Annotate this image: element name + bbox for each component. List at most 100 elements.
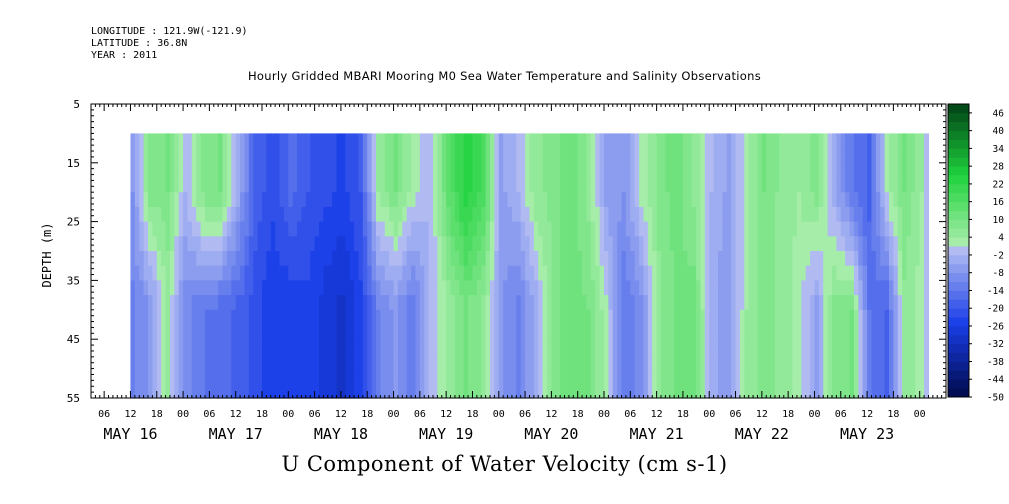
heatmap-cell — [428, 148, 434, 164]
heatmap-cell — [468, 368, 474, 384]
heatmap-cell — [231, 192, 237, 208]
heatmap-cell — [529, 353, 535, 370]
heatmap-cell — [722, 265, 728, 281]
heatmap-cell — [669, 177, 675, 193]
heatmap-cell — [805, 221, 811, 237]
heatmap-cell — [196, 339, 202, 355]
heatmap-cell — [748, 192, 754, 208]
heatmap-cell — [625, 295, 631, 311]
heatmap-cell — [902, 295, 908, 311]
heatmap-cell — [490, 265, 495, 281]
heatmap-cell — [573, 368, 579, 384]
heatmap-cell — [520, 206, 526, 223]
heatmap-cell — [867, 368, 873, 384]
x-day-label: MAY 19 — [419, 425, 473, 443]
heatmap-cell — [625, 206, 631, 223]
heatmap-cell — [209, 309, 215, 326]
heatmap-cell — [766, 280, 772, 296]
heatmap-cell — [604, 221, 609, 237]
heatmap-cell — [134, 368, 140, 384]
heatmap-cell — [731, 192, 737, 208]
heatmap-cell — [362, 221, 368, 237]
heatmap-cell — [257, 280, 263, 296]
heatmap-cell — [156, 368, 162, 384]
heatmap-cell — [450, 265, 456, 281]
heatmap-cell — [248, 353, 254, 370]
heatmap-cell — [796, 309, 802, 326]
heatmap-cell — [218, 265, 224, 281]
heatmap-cell — [893, 206, 899, 223]
heatmap-cell — [704, 236, 710, 252]
colorbar-swatch — [948, 299, 969, 309]
heatmap-cell — [450, 309, 456, 326]
heatmap-cell — [511, 383, 517, 399]
heatmap-cell — [582, 133, 588, 149]
heatmap-cell — [875, 265, 881, 281]
heatmap-cell — [792, 353, 798, 370]
heatmap-cell — [380, 251, 386, 267]
heatmap-cell — [297, 148, 303, 164]
heatmap-cell — [354, 133, 360, 149]
heatmap-cell — [441, 295, 447, 311]
heatmap-cell — [472, 368, 478, 384]
heatmap-cell — [547, 280, 552, 296]
heatmap-cell — [454, 295, 460, 311]
heatmap-cell — [858, 353, 864, 370]
heatmap-cell — [586, 192, 592, 208]
heatmap-cell — [827, 133, 833, 149]
heatmap-cell — [270, 339, 276, 355]
heatmap-cell — [327, 324, 333, 340]
heatmap-cell — [845, 309, 851, 326]
heatmap-cell — [669, 324, 675, 340]
heatmap-cell — [389, 236, 395, 252]
heatmap-cell — [814, 192, 820, 208]
heatmap-cell — [788, 265, 794, 281]
heatmap-cell — [915, 324, 921, 340]
heatmap-cell — [262, 368, 267, 384]
heatmap-cell — [415, 192, 421, 208]
heatmap-cell — [248, 236, 254, 252]
heatmap-cell — [599, 251, 605, 267]
heatmap-cell — [656, 339, 662, 355]
colorbar-label: -44 — [987, 375, 1004, 386]
heatmap-cell — [525, 324, 531, 340]
heatmap-cell — [270, 280, 276, 296]
heatmap-cell — [674, 221, 680, 237]
colorbar-swatch — [948, 352, 969, 362]
heatmap-cell — [472, 251, 478, 267]
heatmap-cell — [709, 148, 715, 164]
heatmap-cell — [766, 236, 772, 252]
heatmap-cell — [862, 133, 868, 149]
heatmap-cell — [358, 368, 364, 384]
heatmap-cell — [178, 353, 184, 370]
heatmap-cell — [253, 324, 259, 340]
heatmap-cell — [393, 192, 399, 208]
heatmap-cell — [134, 309, 140, 326]
heatmap-cell — [678, 162, 684, 179]
heatmap-cell — [744, 236, 750, 252]
heatmap-cell — [884, 383, 890, 399]
heatmap-cell — [744, 206, 750, 223]
heatmap-cell — [358, 133, 364, 149]
heatmap-cell — [656, 265, 662, 281]
heatmap-cell — [647, 295, 653, 311]
heatmap-cell — [639, 236, 645, 252]
heatmap-cell — [139, 221, 145, 237]
heatmap-cell — [222, 133, 228, 149]
heatmap-cell — [257, 162, 263, 179]
heatmap-cell — [262, 324, 267, 340]
heatmap-cell — [722, 251, 728, 267]
heatmap-cell — [494, 353, 500, 370]
heatmap-cell — [696, 353, 702, 370]
heatmap-cell — [805, 206, 811, 223]
heatmap-cell — [656, 251, 662, 267]
heatmap-cell — [792, 295, 798, 311]
heatmap-cell — [402, 236, 408, 252]
heatmap-cell — [222, 309, 228, 326]
heatmap-cell — [231, 206, 237, 223]
heatmap-cell — [832, 324, 837, 340]
heatmap-cell — [244, 295, 250, 311]
heatmap-cell — [248, 148, 254, 164]
heatmap-cell — [678, 309, 684, 326]
heatmap-cell — [753, 251, 759, 267]
